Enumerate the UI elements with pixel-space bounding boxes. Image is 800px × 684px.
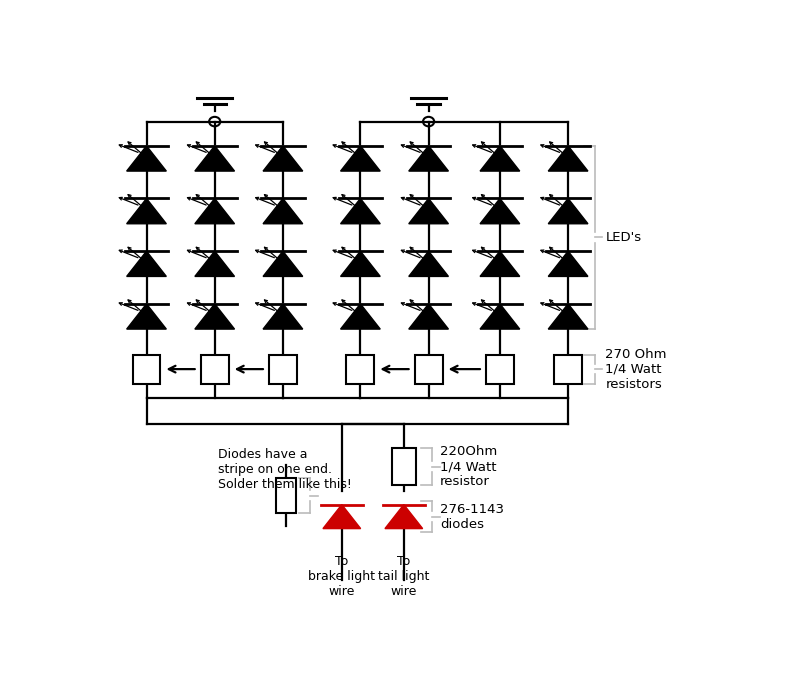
- Text: To
tail light
wire: To tail light wire: [378, 555, 430, 598]
- Bar: [486, 354, 514, 384]
- Polygon shape: [409, 251, 449, 276]
- Polygon shape: [341, 304, 380, 329]
- Polygon shape: [263, 304, 302, 329]
- Bar: [346, 354, 374, 384]
- Polygon shape: [263, 198, 302, 224]
- Polygon shape: [195, 198, 234, 224]
- Polygon shape: [195, 304, 234, 329]
- Polygon shape: [126, 304, 166, 329]
- Polygon shape: [409, 304, 449, 329]
- Text: 270 Ohm
1/4 Watt
resistors: 270 Ohm 1/4 Watt resistors: [606, 347, 666, 391]
- Text: LED's: LED's: [606, 231, 642, 244]
- Polygon shape: [323, 505, 361, 529]
- Polygon shape: [263, 251, 302, 276]
- Bar: [414, 354, 442, 384]
- Polygon shape: [126, 146, 166, 171]
- Polygon shape: [126, 198, 166, 224]
- Bar: [269, 354, 297, 384]
- Bar: [392, 448, 415, 485]
- Bar: [554, 354, 582, 384]
- Polygon shape: [341, 251, 380, 276]
- Polygon shape: [341, 198, 380, 224]
- Polygon shape: [480, 198, 520, 224]
- Bar: [133, 354, 161, 384]
- Polygon shape: [548, 251, 588, 276]
- Text: Diodes have a
stripe on one end.
Solder them like this!: Diodes have a stripe on one end. Solder …: [218, 448, 352, 491]
- Polygon shape: [385, 505, 422, 529]
- Bar: [201, 354, 229, 384]
- Polygon shape: [480, 146, 520, 171]
- Polygon shape: [409, 198, 449, 224]
- Polygon shape: [195, 146, 234, 171]
- Polygon shape: [480, 251, 520, 276]
- Polygon shape: [126, 251, 166, 276]
- Polygon shape: [409, 146, 449, 171]
- Polygon shape: [195, 251, 234, 276]
- Polygon shape: [480, 304, 520, 329]
- Text: 276-1143
diodes: 276-1143 diodes: [440, 503, 504, 531]
- Polygon shape: [548, 304, 588, 329]
- Polygon shape: [548, 198, 588, 224]
- Polygon shape: [548, 146, 588, 171]
- Text: To
brake light
wire: To brake light wire: [308, 555, 375, 598]
- Polygon shape: [341, 146, 380, 171]
- Text: 220Ohm
1/4 Watt
resistor: 220Ohm 1/4 Watt resistor: [440, 445, 497, 488]
- Bar: [276, 478, 296, 512]
- Polygon shape: [263, 146, 302, 171]
